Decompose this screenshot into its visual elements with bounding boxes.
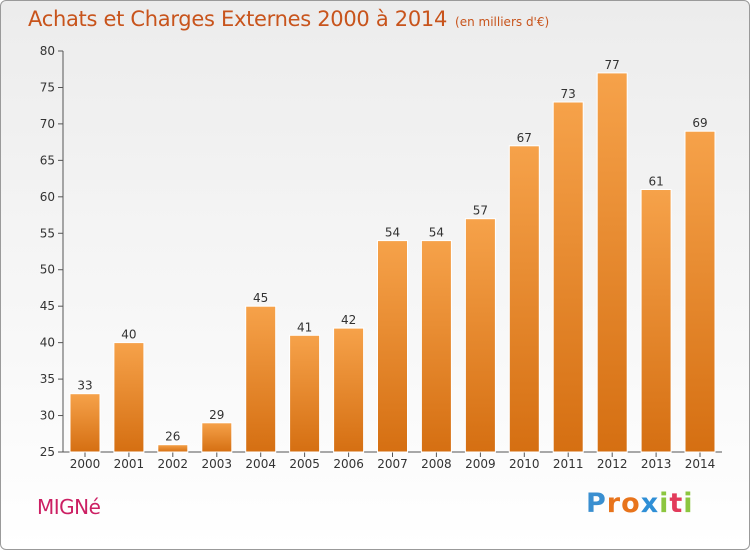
- data-label: 33: [77, 379, 92, 393]
- x-tick-label: 2008: [421, 457, 452, 471]
- bar: [640, 189, 672, 453]
- y-tick-label: 35: [40, 372, 55, 386]
- axis-layer: 25 30 35 40 45 50 55 60 65 70 75 80 2000 2001 2002 2003…: [40, 44, 722, 471]
- y-tick-label: 40: [40, 336, 55, 350]
- data-label: 73: [561, 87, 576, 101]
- x-tick-label: 2005: [289, 457, 320, 471]
- x-tick-label: 2009: [465, 457, 496, 471]
- x-tick-label: 2007: [377, 457, 408, 471]
- data-label: 40: [121, 328, 136, 342]
- data-label: 42: [341, 313, 356, 327]
- x-tick-label: 2002: [158, 457, 189, 471]
- y-tick-label: 50: [40, 263, 55, 277]
- data-label: 45: [253, 291, 268, 305]
- y-tick-label: 45: [40, 299, 55, 313]
- bar-layer: 33 40 26 29 45 41 42 54 54 57 67 73 77 61 69: [69, 58, 716, 453]
- bar: [684, 130, 716, 453]
- y-tick-label: 60: [40, 190, 55, 204]
- data-label: 54: [385, 226, 400, 240]
- x-tick-label: 2000: [70, 457, 101, 471]
- data-label: 29: [209, 408, 224, 422]
- bar: [201, 422, 233, 453]
- data-label: 57: [473, 204, 488, 218]
- y-tick-label: 75: [40, 80, 55, 94]
- data-label: 26: [165, 430, 180, 444]
- commune-name: MIGNé: [37, 495, 101, 519]
- logo-letter: i: [659, 488, 670, 519]
- bar: [420, 240, 452, 453]
- y-tick-label: 65: [40, 153, 55, 167]
- x-tick-label: 2006: [333, 457, 364, 471]
- bar: [157, 444, 189, 453]
- bar: [69, 393, 101, 453]
- x-tick-label: 2012: [597, 457, 628, 471]
- y-tick-label: 30: [40, 409, 55, 423]
- data-label: 69: [692, 116, 707, 130]
- x-tick-label: 2010: [509, 457, 540, 471]
- data-label: 54: [429, 226, 444, 240]
- bar: [289, 334, 321, 453]
- bar: [596, 72, 628, 453]
- logo-letter: o: [621, 488, 641, 519]
- bar: [245, 305, 277, 453]
- logo-letter: x: [640, 488, 660, 519]
- x-tick-label: 2014: [685, 457, 716, 471]
- x-tick-label: 2013: [641, 457, 672, 471]
- bar: [552, 101, 584, 453]
- chart-title: Achats et Charges Externes 2000 à 2014 (e…: [28, 7, 549, 31]
- y-tick-label: 25: [40, 445, 55, 459]
- proxiti-logo[interactable]: Proxiti: [586, 488, 694, 519]
- x-tick-label: 2004: [245, 457, 276, 471]
- y-tick-label: 70: [40, 117, 55, 131]
- data-label: 77: [605, 58, 620, 72]
- bar: [377, 240, 408, 453]
- data-label: 67: [517, 131, 532, 145]
- logo-letter: i: [683, 488, 694, 519]
- logo-letter: r: [606, 488, 622, 519]
- x-tick-label: 2011: [553, 457, 584, 471]
- y-tick-label: 55: [40, 226, 55, 240]
- chart-title-text: Achats et Charges Externes 2000 à 2014: [28, 7, 448, 31]
- data-label: 61: [648, 175, 663, 189]
- y-tick-label: 80: [40, 44, 55, 58]
- bar: [508, 145, 540, 453]
- logo-letter: P: [586, 488, 607, 519]
- bar: [333, 327, 365, 453]
- x-tick-label: 2003: [202, 457, 233, 471]
- data-label: 41: [297, 320, 312, 334]
- logo-letter: t: [669, 488, 684, 519]
- bar: [113, 342, 145, 453]
- bar: [464, 218, 496, 453]
- chart-unit: (en milliers d'€): [455, 15, 550, 29]
- x-tick-label: 2001: [114, 457, 145, 471]
